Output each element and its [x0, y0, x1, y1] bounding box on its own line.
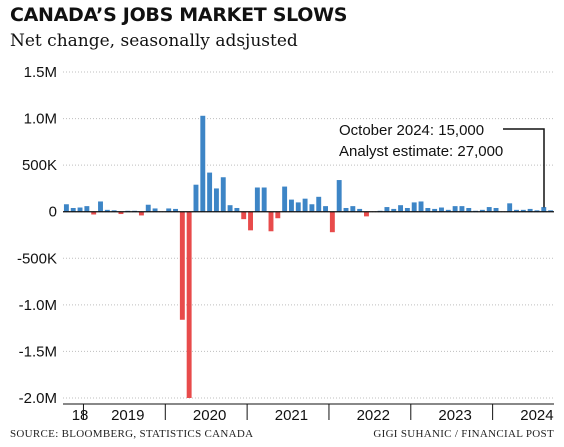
- bar: [98, 201, 103, 212]
- bar: [323, 206, 328, 212]
- y-tick-label: 1.5M: [24, 64, 57, 81]
- chart-title: CANADA’S JOBS MARKET SLOWS: [10, 4, 348, 26]
- bar: [138, 211, 144, 216]
- y-tick-label: 1.0M: [24, 111, 57, 128]
- x-tick-label: 2022: [357, 407, 390, 420]
- annotation-text: October 2024: 15,000: [339, 122, 484, 139]
- y-axis-ticks: 1.5M 1.0M 500K 0 -500K -1.0M -1.5M -2.0M: [17, 64, 57, 407]
- bar: [452, 206, 458, 212]
- bar: [486, 207, 492, 212]
- bar: [254, 187, 260, 212]
- bar: [261, 187, 267, 212]
- bar: [479, 209, 485, 212]
- bar: [63, 204, 69, 212]
- annotation: October 2024: 15,000 Analyst estimate: 27…: [339, 122, 545, 208]
- bar: [391, 208, 397, 212]
- bar: [445, 209, 451, 212]
- bar: [302, 198, 308, 212]
- x-tick-label: 18: [72, 407, 89, 420]
- y-tick-label: -1.5M: [19, 343, 57, 360]
- bar: [186, 211, 192, 398]
- bar: [91, 211, 97, 215]
- chart-subtitle: Net change, seasonally adsjusted: [10, 31, 298, 51]
- bar: [350, 206, 356, 212]
- bar: [213, 188, 219, 212]
- bar: [432, 208, 438, 212]
- bar: [398, 205, 404, 212]
- bar: [411, 202, 417, 212]
- bar: [282, 186, 288, 212]
- x-axis: 18 2019 2020 2021 2022 2023 2024: [63, 403, 554, 420]
- bar: [425, 207, 431, 212]
- bars: [63, 115, 554, 398]
- credit-note: GIGI SUHANIC / FINANCIAL POST: [373, 428, 554, 440]
- bar: [70, 207, 76, 212]
- bar: [227, 205, 233, 212]
- bar: [111, 210, 117, 212]
- bar: [241, 211, 247, 220]
- y-tick-label: -500K: [17, 250, 57, 267]
- bar: [179, 211, 185, 320]
- bar: [152, 208, 158, 212]
- bar: [384, 207, 390, 212]
- bar: [343, 207, 349, 212]
- x-tick-label: 2020: [193, 407, 226, 420]
- y-tick-label: -2.0M: [19, 390, 57, 407]
- bar: [193, 184, 199, 212]
- bar: [166, 208, 172, 212]
- bar: [459, 206, 465, 212]
- y-tick-label: 500K: [22, 157, 57, 174]
- bar: [364, 211, 369, 217]
- bar: [275, 211, 281, 219]
- bar: [248, 211, 253, 231]
- bar: [145, 204, 151, 212]
- bar: [548, 210, 554, 212]
- y-tick-label: -1.0M: [19, 297, 57, 314]
- bar: [520, 209, 526, 212]
- x-tick-label: 2024: [520, 407, 553, 420]
- bar: [316, 196, 322, 212]
- gridlines: [63, 71, 554, 399]
- x-tick-label: 2019: [111, 407, 144, 420]
- bar: [466, 207, 472, 212]
- bar: [336, 180, 342, 212]
- annotation-leader-line: [503, 128, 545, 208]
- bar: [534, 210, 540, 212]
- x-tick-label: 2023: [438, 407, 471, 420]
- bar: [173, 208, 178, 212]
- bar: [329, 211, 335, 233]
- bar: [309, 204, 315, 212]
- bar: [268, 211, 274, 232]
- bar-chart: 1.5M 1.0M 500K 0 -500K -1.0M -1.5M -2.0M 18 2019…: [17, 64, 554, 420]
- y-tick-label: 0: [49, 204, 57, 221]
- bar: [118, 211, 124, 215]
- bar: [514, 209, 519, 212]
- bar: [200, 115, 206, 212]
- bar: [541, 207, 547, 212]
- source-note: SOURCE: BLOOMBERG, STATISTICS CANADA: [10, 428, 254, 440]
- bar: [84, 206, 90, 212]
- bar: [439, 207, 444, 212]
- bar: [295, 202, 301, 212]
- bar: [289, 199, 294, 212]
- bar: [220, 177, 226, 212]
- bar: [77, 207, 83, 212]
- bar: [527, 208, 533, 212]
- annotation-text: Analyst estimate: 27,000: [339, 143, 503, 160]
- bar: [507, 203, 513, 212]
- bar: [207, 172, 213, 212]
- bar: [104, 209, 110, 212]
- bar: [493, 207, 499, 212]
- x-tick-label: 2021: [275, 407, 308, 420]
- bar: [404, 207, 410, 212]
- bar: [418, 201, 424, 212]
- bar: [357, 208, 363, 212]
- bar: [234, 207, 240, 212]
